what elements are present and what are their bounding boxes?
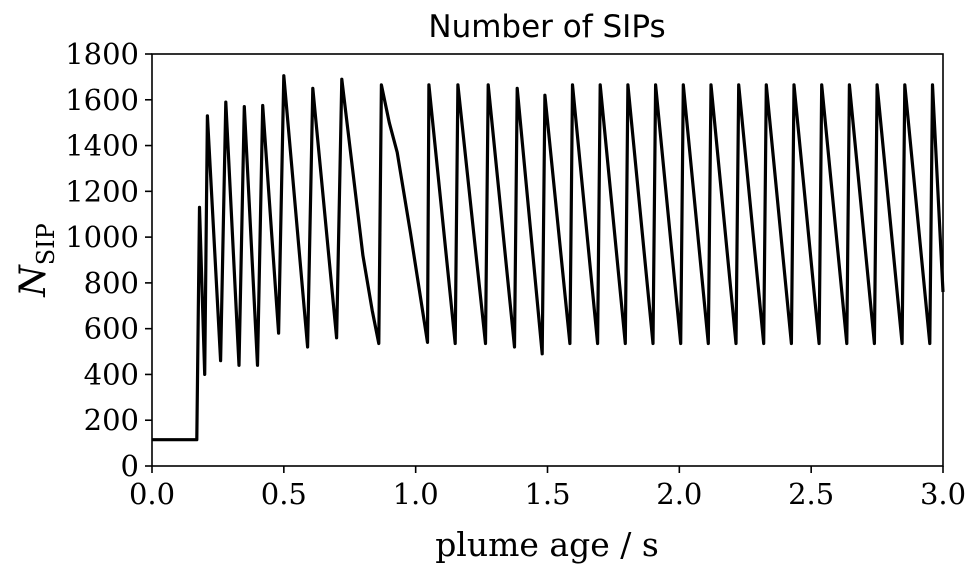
y-tick-label: 800 [84, 266, 139, 300]
y-tick-label: 1400 [65, 129, 139, 163]
y-tick-label: 1600 [65, 83, 139, 117]
x-tick-label: 2.0 [656, 477, 702, 511]
series-line [152, 74, 945, 442]
x-axis: 0.0 0.5 1.0 1.5 2.0 2.5 3.0 [129, 466, 966, 511]
y-tick-label: 200 [84, 403, 139, 437]
y-tick-label: 400 [84, 357, 139, 391]
y-axis-label-subscript: SIP [32, 223, 60, 265]
y-axis-label-main: N [13, 264, 54, 298]
y-axis: 0 200 400 600 800 1000 1200 1400 1600 1800 [65, 37, 152, 483]
x-tick-label: 3.0 [920, 477, 966, 511]
x-axis-label: plume age / s [435, 525, 659, 564]
chart-title: Number of SIPs [428, 9, 665, 45]
y-tick-label: 1800 [65, 37, 139, 71]
y-tick-label: 1200 [65, 174, 139, 208]
y-tick-label: 0 [121, 449, 139, 483]
plot-area [151, 53, 945, 467]
x-tick-label: 1.5 [524, 477, 570, 511]
x-tick-label: 0.5 [261, 477, 307, 511]
y-axis-label: NSIP [13, 223, 60, 298]
x-tick-label: 1.0 [393, 477, 439, 511]
svg-text:NSIP: NSIP [13, 223, 60, 298]
x-tick-label: 2.5 [788, 477, 834, 511]
x-tick-label: 0.0 [129, 477, 175, 511]
y-tick-label: 1000 [65, 220, 139, 254]
y-tick-label: 600 [84, 312, 139, 346]
